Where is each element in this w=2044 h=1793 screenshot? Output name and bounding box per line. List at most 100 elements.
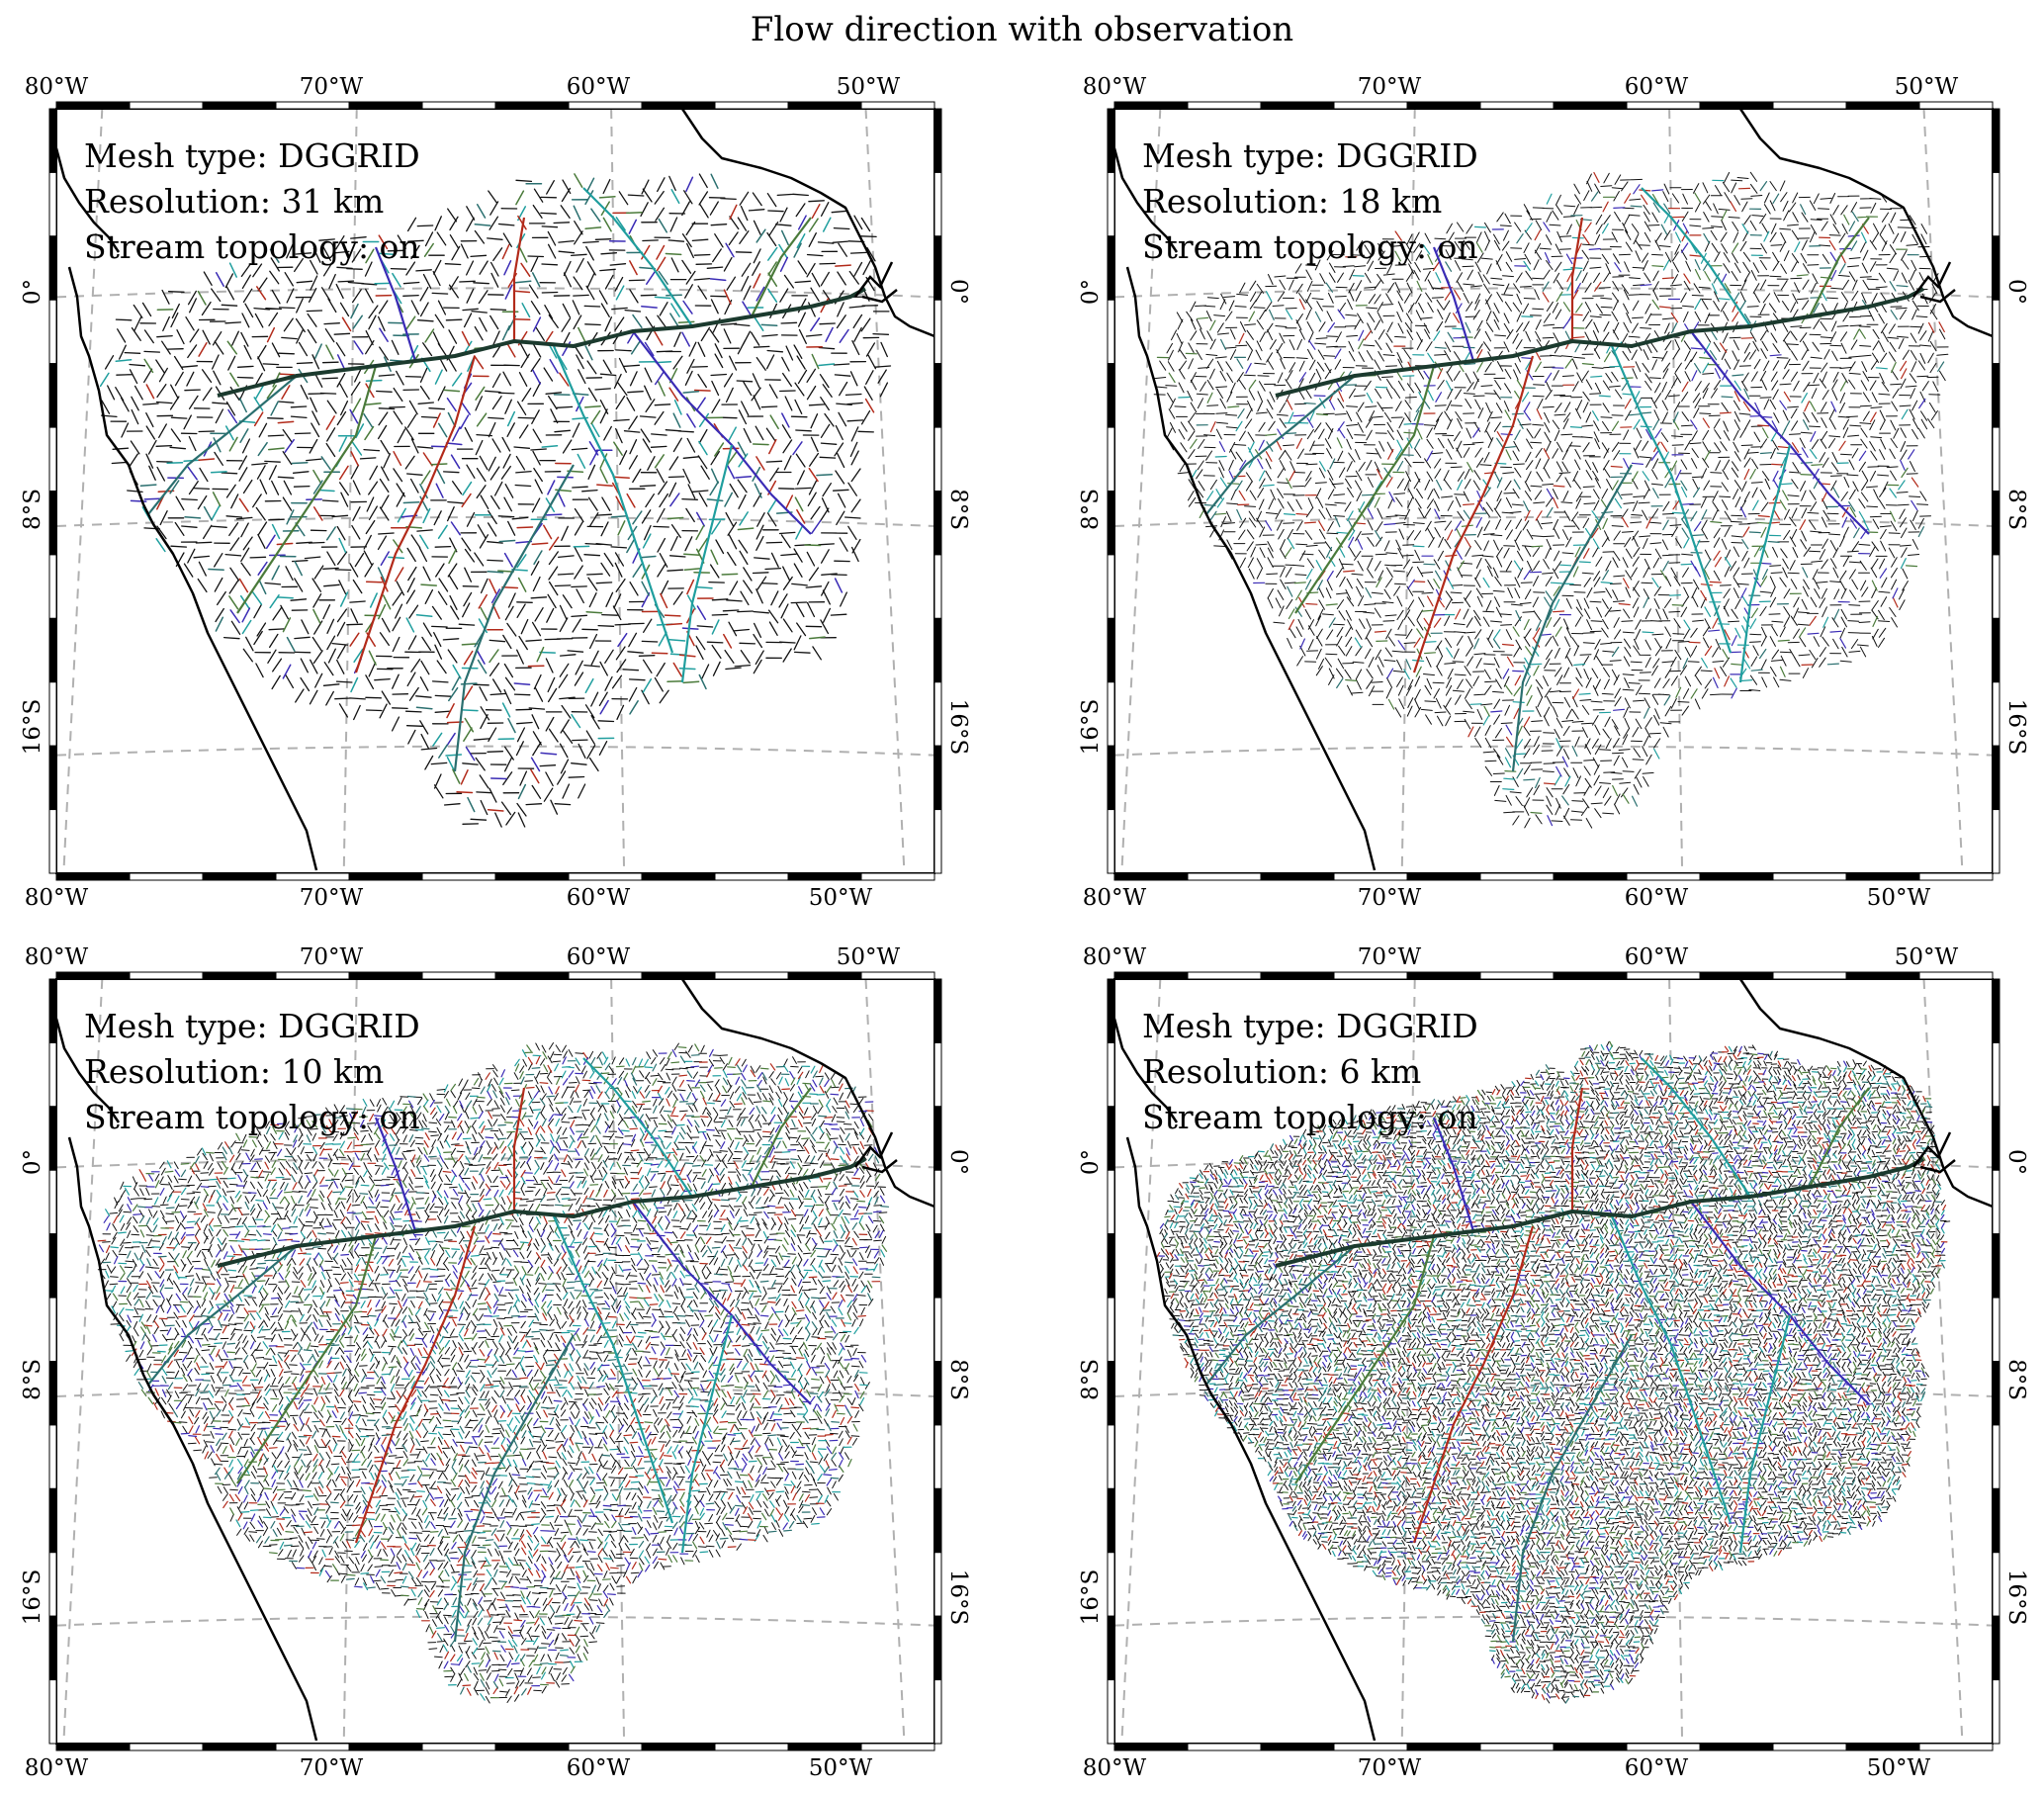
map-frame: [48, 101, 942, 881]
coastline: [56, 979, 934, 1742]
x-tick-label-top: 80°W: [1083, 74, 1147, 100]
meridian-line: [62, 979, 104, 1744]
tributary-line: [1610, 345, 1733, 654]
tributary-line: [1738, 444, 1792, 683]
meridian-line: [1120, 109, 1162, 873]
map-frame: [1107, 101, 2000, 881]
y-tick-label-right: 16°S: [945, 1569, 971, 1626]
x-tick-label-top: 50°W: [837, 74, 901, 100]
flow-segments-stream: [97, 1051, 881, 1696]
topology-line: Stream topology: on: [1142, 1098, 1478, 1136]
topology-line: Stream topology: on: [84, 1098, 420, 1136]
coastline-segment: [1738, 979, 1993, 1209]
x-tick-label-bottom: 70°W: [1358, 885, 1422, 911]
y-tick-label-left: 8°S: [20, 489, 45, 530]
coastline-segment: [1125, 266, 1377, 871]
x-tick-label-bottom: 80°W: [1083, 1755, 1147, 1781]
y-tick-label-left: 8°S: [1078, 1359, 1104, 1400]
meridian-line: [1400, 109, 1416, 873]
parallel-line: [56, 1157, 934, 1169]
parallel-line: [56, 516, 934, 528]
parallel-line: [1114, 745, 1993, 757]
tributary-line: [1511, 464, 1633, 772]
x-tick-label-top: 80°W: [1083, 944, 1147, 970]
y-tick-label-right: 0°: [2003, 1149, 2029, 1175]
parallel-line: [1114, 287, 1993, 299]
x-tick-label-top: 60°W: [1625, 944, 1689, 970]
y-tick-label-left: 0°: [20, 1149, 45, 1175]
parallel-line: [56, 745, 934, 757]
y-tick-label-left: 16°S: [20, 699, 45, 756]
flow-segments-stream: [1156, 192, 1918, 814]
map-frame: [48, 971, 942, 1751]
x-tick-label-bottom: 60°W: [1625, 1755, 1689, 1781]
main-stem-river: [1275, 1157, 1924, 1268]
x-tick-label-bottom: 60°W: [1625, 885, 1689, 911]
panel-annotation: Mesh type: DGGRID Resolution: 18 km Stream…: [1142, 134, 1478, 270]
tributary-line: [751, 217, 812, 317]
x-tick-label-bottom: 70°W: [300, 1755, 364, 1781]
mesh-line: Mesh type: DGGRID: [84, 136, 420, 175]
flow-segments-stream: [102, 1054, 890, 1696]
map-svg: 80°W 80°W 70°W 70°W 60°W 60°W 50°W 50°W 0° 0° 8°S 8…: [20, 944, 971, 1781]
flow-segments-base: [1153, 171, 1949, 829]
coastline-segment: [680, 979, 934, 1209]
coastline-segment: [1738, 109, 1993, 338]
coastline-segment: [1125, 1136, 1377, 1742]
x-tick-label-top: 70°W: [1358, 944, 1422, 970]
x-tick-label-top: 60°W: [1625, 74, 1689, 100]
x-tick-label-top: 60°W: [567, 944, 631, 970]
y-tick-label-right: 0°: [2003, 279, 2029, 305]
topology-line: Stream topology: on: [84, 227, 420, 266]
tributary-line: [1511, 1334, 1633, 1643]
estuary-coast: [1912, 1131, 1956, 1174]
x-tick-label-top: 50°W: [837, 944, 901, 970]
tributary-line: [582, 187, 693, 327]
tributary-line: [1412, 355, 1535, 673]
x-tick-label-bottom: 80°W: [1083, 885, 1147, 911]
map-panel: 80°W 80°W 70°W 70°W 60°W 60°W 50°W 50°W 0° 0° 8°S 8…: [0, 870, 1009, 1781]
topology-line: Stream topology: on: [1142, 227, 1478, 266]
parallel-line: [1114, 1615, 1993, 1627]
panel-annotation: Mesh type: DGGRID Resolution: 31 km Stream…: [84, 134, 420, 270]
figure-title: Flow direction with observation: [750, 10, 1294, 49]
tributary-line: [512, 1087, 526, 1211]
tributary-line: [1690, 330, 1870, 535]
flow-segments-stream: [1209, 171, 1945, 785]
tributary-line: [453, 464, 575, 772]
tributary-line: [147, 375, 298, 515]
tributary-line: [1205, 1245, 1356, 1386]
meridian-line: [62, 109, 104, 873]
x-tick-label-top: 70°W: [300, 944, 364, 970]
tributary-line: [680, 444, 734, 683]
tributary-line: [582, 1057, 693, 1198]
tributary-line: [453, 1334, 575, 1643]
y-tick-label-right: 8°S: [2003, 489, 2029, 530]
flow-segments-stream: [98, 1048, 886, 1687]
tributary-line: [1809, 1087, 1870, 1188]
mesh-line: Mesh type: DGGRID: [1142, 136, 1478, 175]
parallel-line: [56, 1615, 934, 1627]
x-tick-label-top: 50°W: [1895, 944, 1959, 970]
y-tick-label-left: 8°S: [1078, 489, 1104, 530]
coastline-segment: [56, 1018, 121, 1123]
x-tick-label-bottom: 50°W: [809, 885, 873, 911]
x-tick-label-bottom: 80°W: [25, 1755, 89, 1781]
flow-segments-stream: [1218, 184, 1926, 827]
tributary-line: [1412, 1225, 1535, 1544]
resolution-line: Resolution: 6 km: [1142, 1052, 1422, 1091]
meridian-line: [1922, 109, 1964, 873]
resolution-line: Resolution: 31 km: [84, 182, 385, 221]
x-tick-label-top: 70°W: [1358, 74, 1422, 100]
tributary-line: [1570, 1087, 1584, 1211]
tributary-line: [236, 1235, 378, 1484]
coastline-segment: [56, 147, 121, 253]
tributary-line: [1432, 246, 1475, 362]
x-tick-label-bottom: 60°W: [567, 885, 631, 911]
estuary-coast: [1912, 261, 1956, 304]
tributary-line: [1641, 187, 1751, 327]
flow-segments-stream: [1156, 1045, 1948, 1701]
tributary-line: [1294, 1235, 1436, 1484]
meridian-line: [1120, 979, 1162, 1744]
x-tick-label-bottom: 50°W: [1867, 1755, 1931, 1781]
